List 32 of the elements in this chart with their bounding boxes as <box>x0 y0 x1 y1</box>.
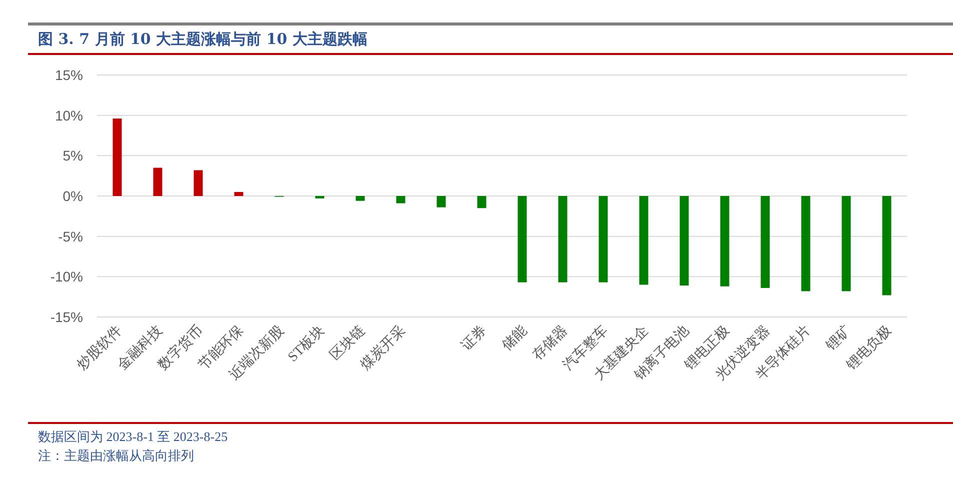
bar <box>801 196 810 292</box>
bar <box>396 196 406 204</box>
text: 数据区间为 2023-8-1 至 2023-8-25 <box>38 429 228 444</box>
bar <box>356 196 365 201</box>
x-tick-label: 储能 <box>498 322 530 354</box>
bar <box>558 196 568 282</box>
y-tick-label: -5% <box>58 228 83 244</box>
bar <box>234 192 244 196</box>
chart-title: 图 3. 7 月前 10 大主题涨幅与前 10 大主题跌幅 <box>38 30 368 48</box>
bar <box>112 118 122 196</box>
y-tick-label: 5% <box>62 148 83 164</box>
bar <box>436 196 446 208</box>
y-tick-label: 10% <box>54 107 83 124</box>
bar <box>598 196 608 282</box>
y-tick-label: 0% <box>62 188 83 204</box>
x-tick-label: ST板块 <box>284 322 328 366</box>
x-tick-label: 锂矿 <box>822 322 854 354</box>
y-tick-label: -10% <box>50 268 83 285</box>
bar <box>842 196 851 292</box>
bar <box>153 168 162 196</box>
bar <box>639 196 648 285</box>
bar <box>720 196 730 286</box>
bar <box>680 196 689 286</box>
text: 注：主题由涨幅从高向排列 <box>38 448 194 463</box>
y-tick-label: -15% <box>50 309 83 325</box>
bar <box>760 196 770 288</box>
x-tick-label: 证券 <box>458 322 490 354</box>
bar <box>882 196 892 296</box>
bar <box>194 170 203 196</box>
bar <box>477 196 486 208</box>
bar <box>518 196 527 282</box>
y-tick-label: 15% <box>54 67 83 83</box>
